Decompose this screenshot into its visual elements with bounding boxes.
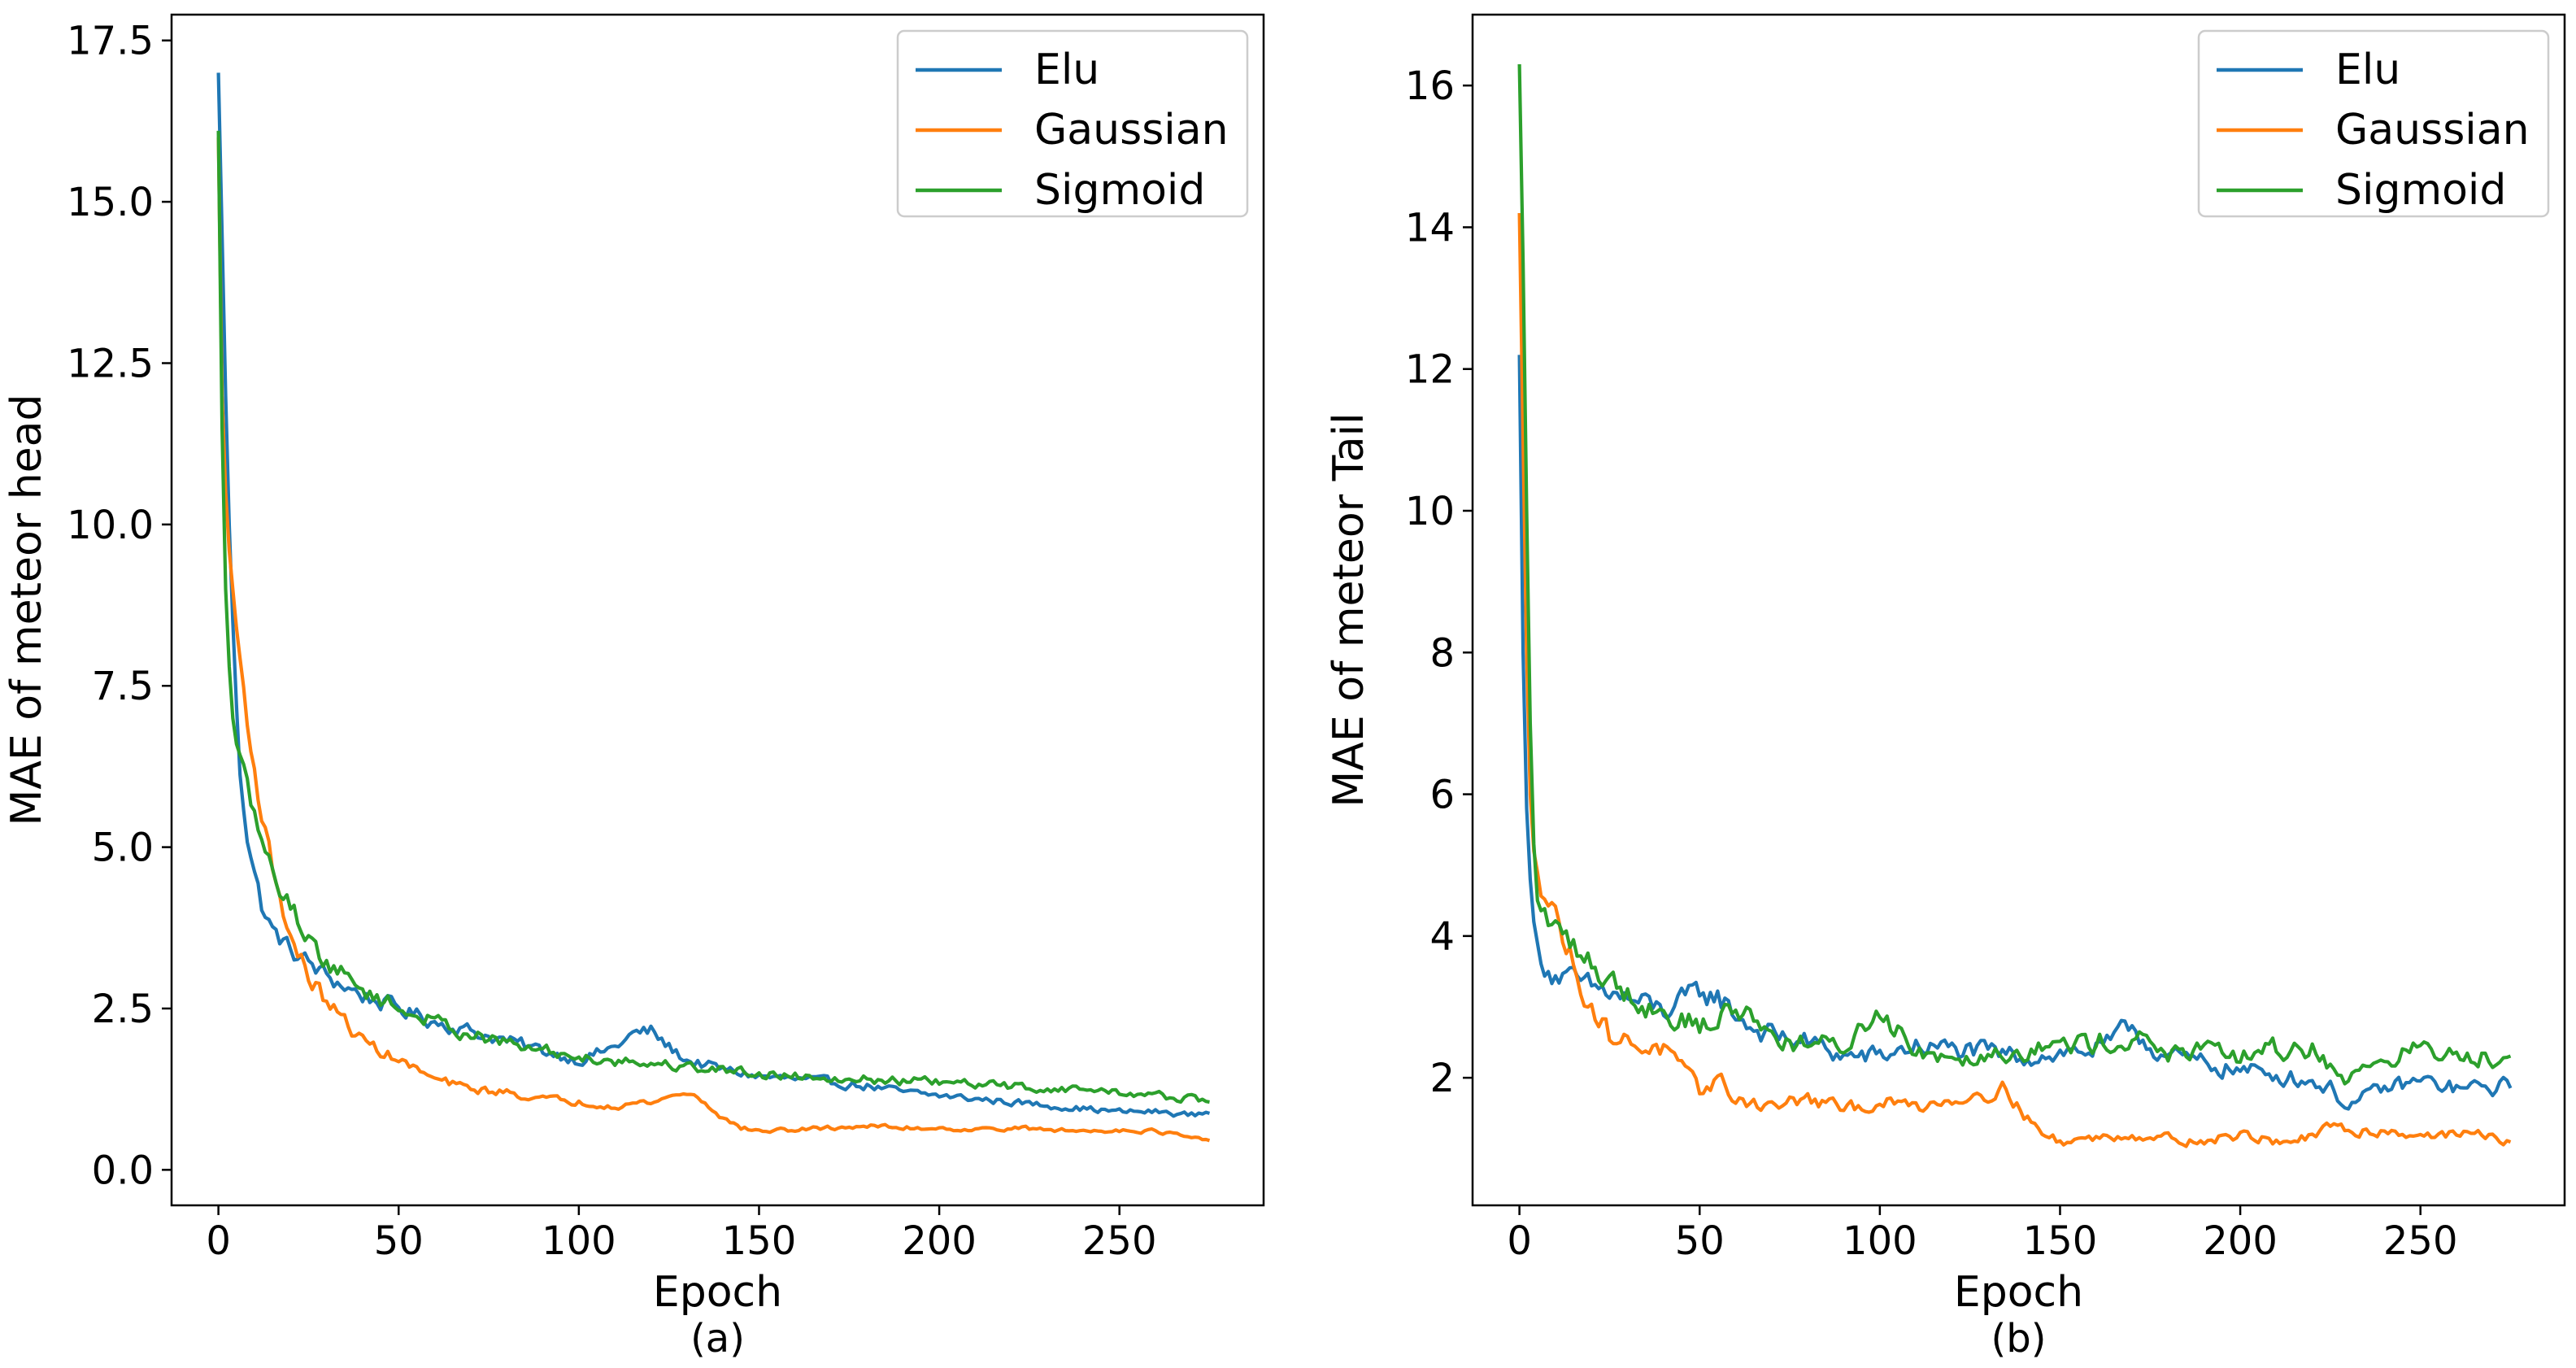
panel-label: (b) <box>1991 1316 2047 1361</box>
x-axis-label: Epoch <box>1954 1268 2083 1317</box>
series-line-sigmoid <box>1517 63 2512 1086</box>
series-line-gaussian <box>216 137 1211 1143</box>
y-tick-label: 12 <box>1405 347 1455 393</box>
x-tick-label: 100 <box>1843 1218 1917 1264</box>
x-tick-label: 250 <box>2383 1218 2458 1264</box>
y-tick-label: 8 <box>1429 630 1455 676</box>
chart-panel-1: 0 50 100 150 200 250 0.0 2.5 5.0 7.5 10.0 12.5 15.0 1… <box>2 13 1265 1361</box>
legend-label-gaussian: Gaussian <box>2335 106 2530 155</box>
y-axis-label: MAE of meteor head <box>2 394 51 826</box>
y-tick-label: 12.5 <box>67 341 154 386</box>
y-tick-label: 6 <box>1429 773 1455 818</box>
x-tick-label: 250 <box>1082 1218 1157 1264</box>
legend-box <box>896 29 1249 218</box>
panel-label: (a) <box>690 1316 745 1361</box>
y-tick-label: 14 <box>1405 205 1455 251</box>
y-tick-label: 17.5 <box>67 19 154 64</box>
x-tick-label: 0 <box>206 1218 231 1264</box>
y-tick-label: 2 <box>1429 1056 1455 1101</box>
legend-label-sigmoid: Sigmoid <box>1034 166 1205 215</box>
y-tick-label: 15.0 <box>67 180 154 225</box>
legend-box <box>2197 29 2550 218</box>
y-tick-label: 10.0 <box>67 503 154 548</box>
legend-label-elu: Elu <box>2335 46 2400 94</box>
legend: Elu Gaussian Sigmoid <box>2197 29 2550 218</box>
legend-label-sigmoid: Sigmoid <box>2335 166 2506 215</box>
x-tick-label: 50 <box>374 1218 424 1264</box>
y-tick-label: 16 <box>1405 63 1455 109</box>
y-tick-label: 4 <box>1429 914 1455 960</box>
x-tick-label: 200 <box>2203 1218 2278 1264</box>
legend: Elu Gaussian Sigmoid <box>896 29 1249 218</box>
series-line-sigmoid <box>216 130 1210 1104</box>
legend-label-gaussian: Gaussian <box>1034 106 1229 155</box>
legend-label-elu: Elu <box>1034 46 1099 94</box>
y-axis-label: MAE of meteor Tail <box>1325 412 1373 807</box>
series-line-elu <box>216 72 1211 1118</box>
axes-frame <box>1471 13 2566 1207</box>
series-line-gaussian <box>1517 212 2512 1148</box>
x-tick-label: 200 <box>902 1218 977 1264</box>
y-tick-label: 2.5 <box>92 987 154 1032</box>
y-tick-label: 0.0 <box>92 1148 154 1193</box>
y-tick-label: 10 <box>1405 489 1455 534</box>
x-tick-label: 50 <box>1675 1218 1725 1264</box>
chart-panel-2: 0 50 100 150 200 250 2 4 6 8 10 12 14 16 Epoch(b) MAE o… <box>1325 13 2566 1361</box>
x-axis-label: Epoch <box>653 1268 782 1317</box>
axes-frame <box>170 13 1265 1207</box>
x-tick-label: 150 <box>2023 1218 2098 1264</box>
x-tick-label: 150 <box>722 1218 797 1264</box>
x-tick-label: 0 <box>1507 1218 1532 1264</box>
y-tick-label: 7.5 <box>92 664 154 709</box>
y-tick-label: 5.0 <box>92 826 154 871</box>
series-line-elu <box>1517 355 2513 1111</box>
x-tick-label: 100 <box>542 1218 616 1264</box>
